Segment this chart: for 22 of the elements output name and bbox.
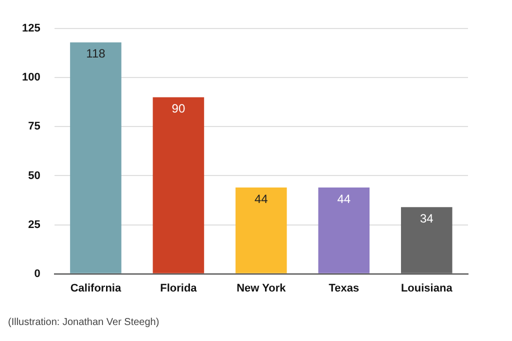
- bar: [70, 42, 122, 274]
- y-tick-label: 50: [28, 170, 40, 182]
- y-tick-label: 100: [22, 72, 40, 84]
- data-label: 90: [172, 102, 186, 116]
- bar: [318, 187, 370, 274]
- bar: [400, 207, 452, 274]
- y-tick-label: 125: [22, 22, 40, 35]
- data-label: 34: [420, 211, 434, 226]
- y-tick-label: 0: [34, 268, 40, 280]
- y-tick-label: 25: [28, 218, 40, 231]
- x-tick-label: California: [70, 282, 122, 294]
- bar: [236, 187, 287, 274]
- bar: [152, 97, 204, 274]
- x-tick-label: Louisiana: [400, 282, 454, 294]
- x-tick-label: New York: [236, 282, 287, 294]
- text: (Illustration: Jonathan Ver Steegh): [8, 317, 160, 328]
- y-tick-label: 75: [28, 120, 40, 133]
- x-tick-label: Texas: [328, 282, 360, 294]
- data-label: 118: [86, 46, 106, 61]
- x-tick-label: Florida: [160, 282, 198, 294]
- data-label: 44: [254, 192, 268, 206]
- data-label: 44: [337, 192, 351, 206]
